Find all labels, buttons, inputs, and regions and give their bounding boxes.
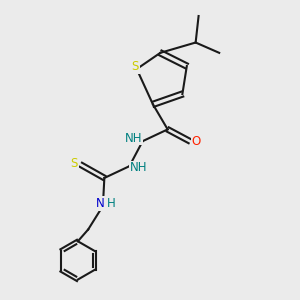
Text: NH: NH xyxy=(130,161,147,174)
Text: O: O xyxy=(192,135,201,148)
Text: N: N xyxy=(96,197,104,210)
Text: S: S xyxy=(132,60,139,73)
Text: NH: NH xyxy=(125,132,142,145)
Text: S: S xyxy=(70,157,78,170)
Text: H: H xyxy=(107,197,116,210)
